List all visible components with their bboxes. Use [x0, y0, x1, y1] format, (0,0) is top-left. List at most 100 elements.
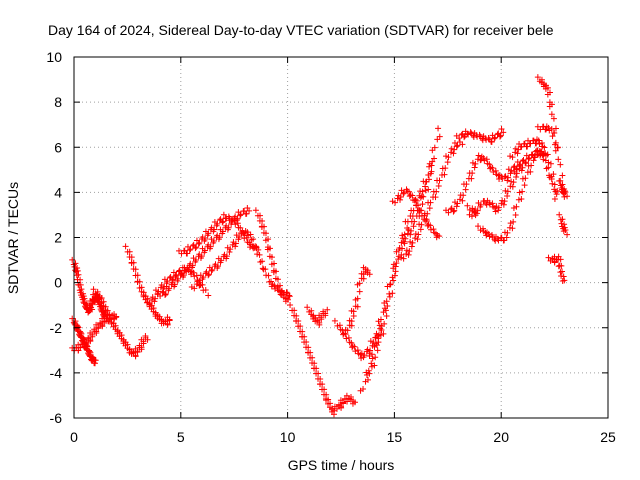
data-point: [196, 239, 203, 246]
data-point: [84, 347, 91, 354]
data-point: [386, 290, 393, 297]
data-point: [534, 74, 541, 81]
data-point: [257, 258, 264, 265]
data-point: [235, 224, 242, 231]
data-point: [426, 205, 433, 212]
data-point: [370, 339, 377, 346]
data-point: [442, 165, 449, 172]
data-point: [106, 315, 113, 322]
data-point: [269, 281, 276, 288]
data-point: [71, 320, 78, 327]
y-tick-label: 10: [46, 49, 62, 65]
data-point: [144, 336, 151, 343]
data-point: [540, 81, 547, 88]
data-point: [401, 240, 408, 247]
data-point: [459, 141, 466, 148]
x-tick-label: 20: [493, 429, 509, 445]
data-point: [219, 228, 226, 235]
data-point: [561, 188, 568, 195]
data-point: [408, 227, 415, 234]
data-point: [122, 243, 129, 250]
data-point: [291, 312, 298, 319]
data-point: [425, 186, 432, 193]
data-point: [547, 160, 554, 167]
data-point: [266, 278, 273, 285]
data-point: [542, 152, 549, 159]
data-point: [232, 243, 239, 250]
data-point: [305, 349, 312, 356]
data-point: [211, 226, 218, 233]
x-tick-label: 15: [387, 429, 403, 445]
data-point: [551, 186, 558, 193]
data-point: [559, 172, 566, 179]
data-point: [208, 267, 215, 274]
data-point: [205, 292, 212, 299]
data-point: [513, 170, 520, 177]
data-point: [399, 245, 406, 252]
data-point: [552, 141, 559, 148]
data-point: [543, 165, 550, 172]
data-point: [152, 311, 159, 318]
data-point: [344, 327, 351, 334]
data-point: [265, 272, 272, 279]
data-point: [256, 217, 263, 224]
data-point: [324, 306, 331, 313]
series-arc22: [466, 163, 526, 220]
data-point: [242, 228, 249, 235]
data-point: [128, 260, 135, 267]
data-point: [500, 201, 507, 208]
data-point: [504, 192, 511, 199]
data-point: [293, 317, 300, 324]
data-point: [72, 267, 79, 274]
series-arc7: [154, 205, 253, 300]
data-point: [475, 223, 482, 230]
data-point: [537, 151, 544, 158]
data-point: [434, 232, 441, 239]
data-point: [74, 267, 81, 274]
data-point: [559, 216, 566, 223]
data-point: [384, 302, 391, 309]
data-point: [522, 159, 529, 166]
data-point: [191, 285, 198, 292]
data-point: [348, 318, 355, 325]
data-point: [539, 143, 546, 150]
data-point: [184, 266, 191, 273]
data-point: [400, 190, 407, 197]
data-point: [126, 254, 133, 261]
data-point: [132, 272, 139, 279]
data-point: [558, 220, 565, 227]
data-point: [431, 144, 438, 151]
data-point: [430, 226, 437, 233]
data-point: [408, 243, 415, 250]
data-point: [490, 203, 497, 210]
data-point: [237, 211, 244, 218]
data-point: [365, 367, 372, 374]
data-point: [564, 193, 571, 200]
y-tick-label: 0: [54, 275, 62, 291]
data-point: [336, 322, 343, 329]
data-point: [226, 248, 233, 255]
data-point: [484, 229, 491, 236]
data-point: [555, 256, 562, 263]
data-point: [492, 233, 499, 240]
data-point: [140, 338, 147, 345]
data-point: [350, 308, 357, 315]
data-point: [507, 170, 514, 177]
data-point: [545, 254, 552, 261]
data-point: [114, 328, 121, 335]
data-point: [420, 193, 427, 200]
data-point: [175, 275, 182, 282]
data-point: [195, 240, 202, 247]
data-point: [134, 348, 141, 355]
data-point: [417, 226, 424, 233]
data-point: [390, 277, 397, 284]
data-point: [360, 386, 367, 393]
data-point: [407, 231, 414, 238]
data-point: [548, 111, 555, 118]
data-point: [504, 229, 511, 236]
data-point: [483, 156, 490, 163]
data-point: [297, 328, 304, 335]
data-point: [333, 405, 340, 412]
data-point: [456, 135, 463, 142]
data-point: [297, 323, 304, 330]
